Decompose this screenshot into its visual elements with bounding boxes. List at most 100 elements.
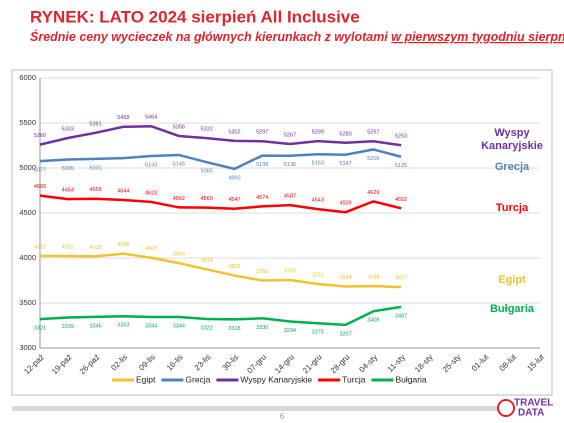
series-line	[39, 305, 402, 327]
data-label: 3805	[228, 264, 240, 270]
data-label: 3346	[89, 323, 101, 329]
annotation-line: Turcja	[496, 202, 529, 214]
data-label: 5138	[256, 162, 268, 168]
data-label: 4022	[62, 244, 74, 250]
y-tick-label: 5000	[19, 163, 36, 172]
data-label: 4658	[89, 187, 101, 193]
data-label: 4644	[117, 188, 129, 194]
annotation: Turcja	[496, 202, 529, 214]
y-tick-label: 4500	[19, 208, 36, 217]
data-label: 4547	[228, 197, 240, 203]
page-number: 6	[280, 412, 285, 421]
annotation-line: Egipt	[498, 274, 526, 286]
series-line	[39, 124, 402, 147]
data-label: 4018	[89, 245, 101, 251]
data-label: 5253	[395, 134, 407, 140]
y-tick-label: 5500	[19, 118, 36, 127]
data-label: 3874	[201, 258, 213, 264]
data-label: 5332	[201, 127, 213, 133]
slide-subtitle: Średnie ceny wycieczek na głównych kieru…	[30, 29, 564, 44]
legend-label: Grecja	[185, 374, 210, 384]
data-label: 5125	[395, 163, 407, 169]
subtitle-underlined: w pierwszym tygodniu sierpnia	[391, 30, 564, 44]
y-tick-label: 3000	[19, 343, 36, 352]
data-label: 4509	[339, 201, 351, 207]
data-label: 5267	[284, 132, 296, 138]
data-label: 4562	[173, 196, 185, 202]
legend-label: Bułgaria	[395, 374, 426, 384]
data-label: 5299	[312, 130, 324, 136]
subtitle-part: Średnie ceny wycieczek na głównych kieru…	[30, 29, 391, 44]
data-label: 3322	[201, 325, 213, 331]
series-line	[39, 194, 402, 214]
data-label: 4023	[34, 244, 46, 250]
data-label: 5260	[34, 133, 46, 139]
data-label: 3344	[173, 323, 185, 329]
annotation-line: Wyspy	[494, 127, 530, 139]
data-label: 5095	[62, 166, 74, 172]
data-label: 3755	[284, 269, 296, 275]
data-label: 3677	[395, 276, 407, 282]
annotation-line: Bułgaria	[490, 303, 535, 315]
data-label: 4654	[62, 188, 74, 194]
chart-frame	[11, 69, 553, 396]
data-label: 3318	[228, 326, 240, 332]
data-label: 5458	[117, 115, 129, 121]
data-label: 4552	[395, 197, 407, 203]
logo-text: DATA	[518, 408, 544, 419]
legend-label: Wyspy Kanaryjskie	[240, 374, 312, 384]
y-tick-label: 3500	[19, 298, 36, 307]
annotation: Bułgaria	[490, 303, 535, 315]
series-line	[39, 252, 402, 289]
data-label: 3344	[145, 323, 157, 329]
data-label: 5280	[339, 131, 351, 137]
data-label: 3943	[173, 252, 185, 258]
data-label: 3330	[256, 325, 268, 331]
data-label: 3321	[34, 326, 46, 332]
annotation: Wyspy Kanaryjskie	[481, 127, 543, 152]
data-label: 3353	[117, 323, 129, 329]
data-label: 3457	[395, 313, 407, 319]
data-label: 3257	[339, 331, 351, 337]
data-label: 4693	[34, 184, 46, 190]
logo-icon	[497, 399, 515, 417]
data-label: 4048	[117, 242, 129, 248]
data-label: 5297	[367, 130, 379, 136]
data-label: 5391	[89, 121, 101, 127]
data-label: 3711	[312, 272, 324, 278]
data-label: 3408	[367, 318, 379, 324]
annotation-line: Kanaryjskie	[481, 140, 543, 152]
annotation: Egipt	[498, 274, 526, 286]
data-label: 3684	[339, 275, 351, 281]
data-label: 5356	[173, 124, 185, 130]
annotation: Grecja	[495, 161, 530, 173]
data-label: 5302	[228, 129, 240, 135]
data-label: 5153	[312, 161, 324, 167]
data-label: 3688	[367, 275, 379, 281]
legend-label: Egipt	[136, 374, 156, 384]
data-label: 3275	[312, 330, 324, 336]
data-label: 4623	[145, 190, 157, 196]
data-label: 5065	[201, 169, 213, 175]
data-label: 5297	[256, 130, 268, 136]
annotation-line: Grecja	[495, 161, 530, 173]
footer-bar	[12, 406, 498, 411]
data-label: 3339	[62, 324, 74, 330]
data-label: 4990	[228, 175, 240, 181]
data-label: 4629	[367, 190, 379, 196]
data-label: 3750	[256, 269, 268, 275]
data-label: 4003	[145, 246, 157, 252]
y-tick-label: 4000	[19, 253, 36, 262]
data-label: 5145	[173, 161, 185, 167]
logo-text: TRAVEL	[514, 398, 553, 409]
data-label: 5101	[89, 165, 101, 171]
data-label: 5464	[145, 115, 157, 121]
data-label: 5077	[34, 168, 46, 174]
data-label: 5133	[145, 162, 157, 168]
data-label: 5136	[284, 162, 296, 168]
data-label: 5333	[62, 126, 74, 132]
legend-label: Turcja	[342, 374, 366, 384]
data-label: 4543	[312, 198, 324, 204]
data-label: 4587	[284, 194, 296, 200]
